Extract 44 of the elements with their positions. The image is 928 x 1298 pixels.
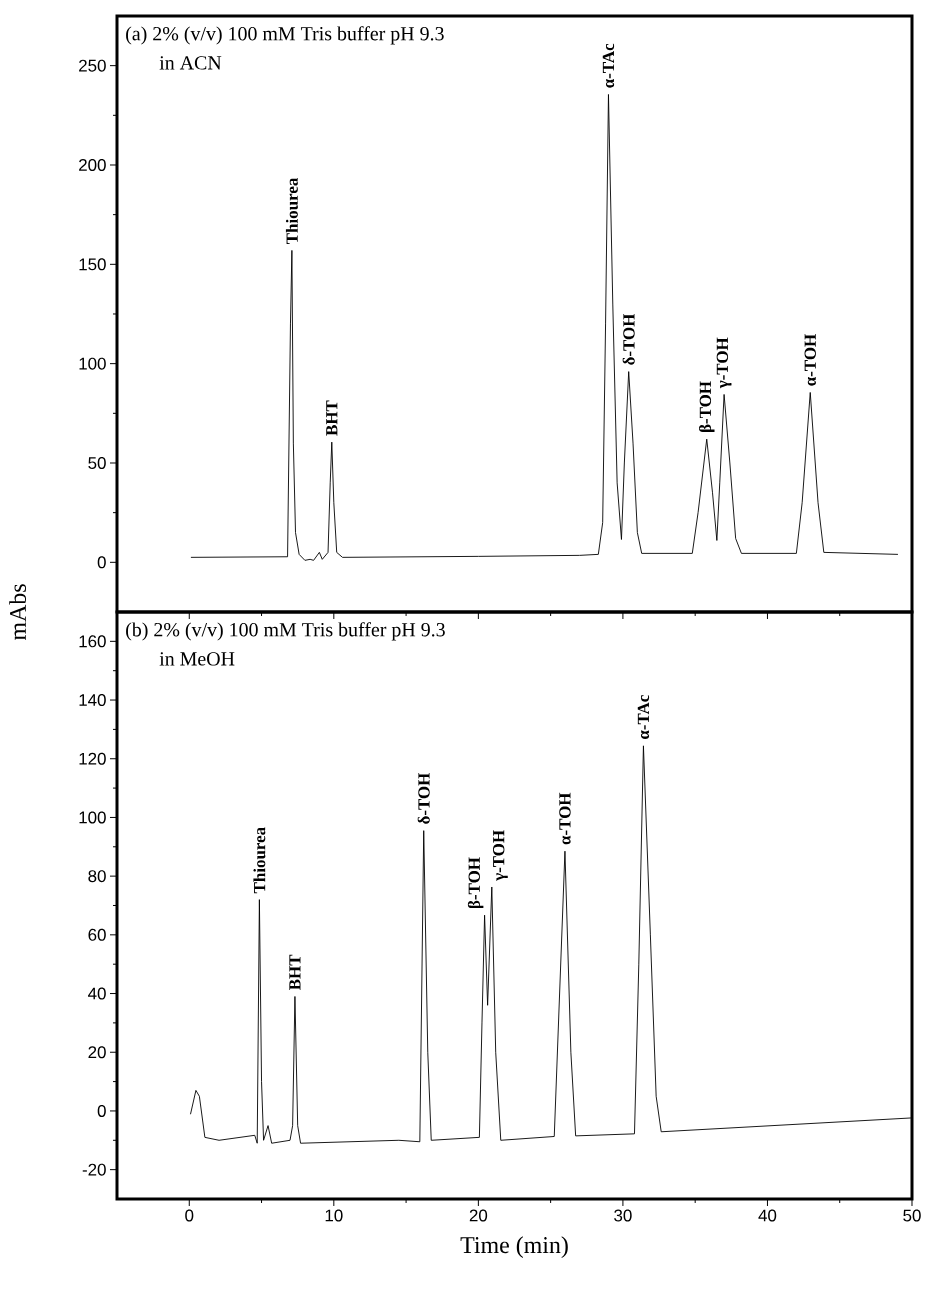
- x-axis-title: Time (min): [460, 1236, 568, 1259]
- y-tick-label: 80: [88, 870, 106, 883]
- text: in MeOH: [159, 652, 235, 666]
- annotation: Thiourea: [253, 827, 266, 894]
- annotation: BHT: [289, 954, 301, 990]
- line-series: [190, 94, 898, 561]
- annotation: Thiourea: [285, 177, 298, 244]
- annotation: BHT: [326, 400, 338, 436]
- annotation: β-TOH: [698, 381, 715, 432]
- annotation: γ-TOH: [716, 337, 732, 389]
- x-tick-label: 30: [614, 1209, 632, 1222]
- y-tick-label: 100: [79, 357, 106, 370]
- y-tick-label: 0: [97, 1104, 106, 1117]
- y-tick-label: 0: [97, 556, 106, 569]
- x-tick-label: 20: [469, 1209, 488, 1222]
- y-tick-label: 40: [88, 987, 106, 1000]
- y-tick-label: 250: [79, 59, 106, 72]
- y-tick-label: -20: [82, 1163, 106, 1176]
- y-axis-title: mAbs: [9, 584, 27, 641]
- x-tick-label: 0: [185, 1209, 194, 1222]
- annotation: β-TOH: [467, 857, 484, 909]
- chart-title: (a) 2% (v/v) 100 mM Tris buffer pH 9.3: [126, 26, 444, 45]
- annotation: δ-TOH: [622, 313, 635, 365]
- annotation: α-TAc: [637, 695, 650, 739]
- y-tick-label: 50: [88, 456, 106, 469]
- annotation: α-TAc: [602, 43, 615, 88]
- y-tick-label: 200: [79, 158, 106, 171]
- y-tick-label: 120: [79, 752, 106, 765]
- line-series: [190, 745, 911, 1144]
- y-tick-label: 100: [79, 811, 106, 824]
- annotation: α-TOH: [804, 334, 816, 386]
- y-tick-label: 150: [79, 258, 106, 271]
- y-tick-label: 160: [79, 635, 106, 648]
- y-tick-label: 60: [88, 928, 106, 941]
- annotation: α-TOH: [559, 792, 571, 845]
- text: in ACN: [159, 56, 222, 70]
- annotation: γ-TOH: [493, 830, 508, 881]
- y-tick-label: 140: [79, 694, 106, 707]
- annotation: δ-TOH: [417, 772, 430, 824]
- y-tick-label: 20: [88, 1046, 106, 1059]
- x-tick-label: 50: [903, 1209, 921, 1222]
- x-tick-label: 10: [325, 1209, 343, 1222]
- chart-title: (b) 2% (v/v) 100 mM Tris buffer pH 9.3: [126, 622, 445, 641]
- x-tick-label: 40: [758, 1209, 777, 1222]
